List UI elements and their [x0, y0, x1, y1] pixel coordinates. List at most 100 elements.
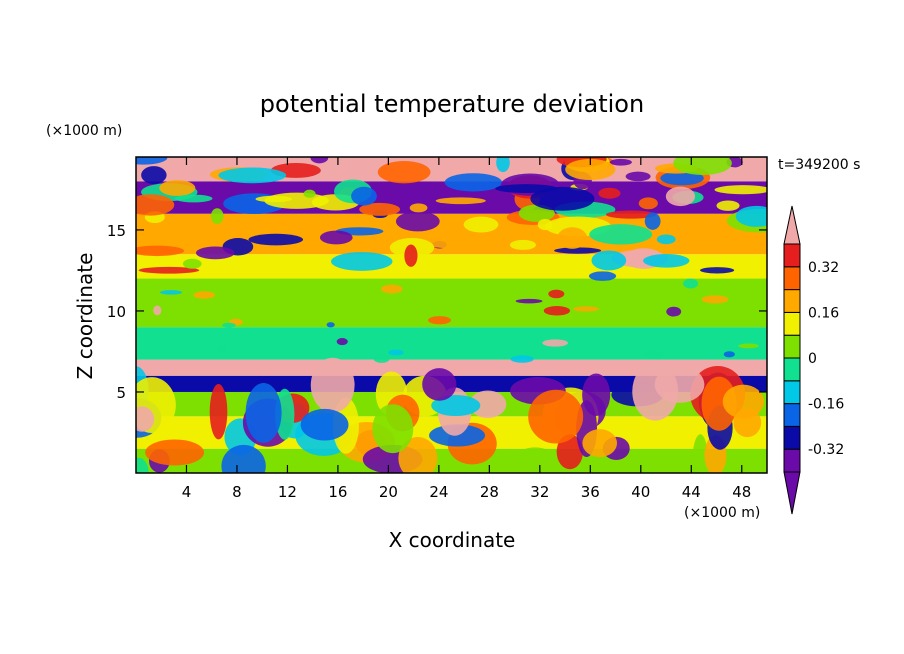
- contour-blob: [444, 173, 503, 192]
- contour-blob: [372, 404, 414, 454]
- contour-blob: [632, 362, 679, 421]
- contour-blob: [643, 351, 664, 359]
- colorbar-label: -0.16: [808, 397, 844, 413]
- contour-blob: [182, 258, 202, 269]
- colorbar-extend-low: [783, 471, 801, 515]
- y-tick-label: 15: [107, 222, 126, 240]
- contour-blob: [136, 194, 175, 216]
- contour-blob: [625, 171, 651, 182]
- contour-blob: [723, 351, 735, 358]
- x-tick-label: 28: [480, 483, 499, 501]
- contour-blob: [554, 247, 602, 254]
- contour-blob: [159, 290, 182, 295]
- x-axis-label: X coordinate: [389, 528, 516, 552]
- contour-blob: [331, 252, 393, 271]
- contour-blob: [138, 266, 200, 274]
- contour-band: [136, 327, 767, 360]
- contour-blob: [351, 186, 377, 206]
- contour-blob: [431, 394, 481, 417]
- contour-blob: [565, 158, 616, 181]
- x-axis-unit: (×1000 m): [684, 505, 760, 521]
- contour-blob: [591, 250, 627, 271]
- contour-blob: [669, 233, 706, 247]
- contour-blob: [673, 157, 732, 176]
- contour-blob: [666, 306, 682, 317]
- colorbar-segment: [783, 425, 801, 450]
- contour-blob: [398, 436, 438, 473]
- x-tick-label: 36: [581, 483, 600, 501]
- x-tick-label: 4: [182, 483, 192, 501]
- y-tick-label: 5: [116, 384, 126, 402]
- x-tick-label: 40: [631, 483, 650, 501]
- contour-blob: [656, 234, 676, 245]
- colorbar-label: -0.32: [808, 442, 844, 458]
- contour-blob: [310, 157, 329, 164]
- x-tick-label: 20: [379, 483, 398, 501]
- contour-blob: [145, 439, 205, 466]
- contour-blob: [395, 211, 440, 232]
- contour-blob: [598, 187, 621, 199]
- contour-blob: [692, 434, 709, 473]
- contour-blob: [326, 322, 335, 328]
- contour-blob: [515, 298, 543, 304]
- contour-blob: [255, 195, 293, 203]
- contour-blob: [495, 184, 558, 194]
- contour-blob: [310, 357, 355, 413]
- contour-blob: [336, 338, 348, 346]
- colorbar-label: 0.16: [808, 305, 839, 321]
- contour-blob: [714, 185, 767, 195]
- contour-blob: [195, 246, 235, 260]
- contour-blob: [542, 339, 569, 347]
- colorbar-extend-high: [783, 205, 801, 245]
- contour-blob: [388, 349, 404, 356]
- contour-blob: [422, 368, 457, 401]
- contour-blob: [248, 233, 304, 246]
- plot-frame: [135, 156, 768, 474]
- colorbar-label: 0.32: [808, 260, 839, 276]
- colorbar-segment: [783, 448, 801, 473]
- contour-blob: [300, 408, 349, 441]
- x-tick-label: 48: [732, 483, 751, 501]
- x-tick-label: 32: [530, 483, 549, 501]
- contour-blob: [423, 236, 479, 249]
- y-axis-ticks: 5 10 15: [107, 222, 767, 402]
- chart-title: potential temperature deviation: [260, 90, 644, 118]
- contour-blob: [136, 457, 149, 473]
- contour-blob: [217, 346, 226, 352]
- contour-blob: [141, 166, 167, 185]
- contour-blob: [528, 389, 584, 444]
- contour-blob: [463, 216, 499, 233]
- contour-blob: [556, 434, 584, 470]
- contour-blob: [722, 384, 764, 419]
- contour-blob: [303, 189, 316, 198]
- contour-blob: [548, 289, 565, 299]
- contour-blob: [174, 194, 213, 203]
- contour-blob: [735, 205, 767, 227]
- contour-blob: [380, 284, 403, 294]
- colorbar-segment: [783, 266, 801, 291]
- contour-blob: [245, 382, 282, 443]
- contour-blob: [153, 305, 162, 316]
- colorbar-segment: [783, 289, 801, 313]
- contour-blob: [359, 202, 401, 216]
- contour-blob: [210, 208, 224, 225]
- plot-area: [136, 157, 767, 473]
- contour-blob: [428, 316, 452, 325]
- contour-blob: [573, 306, 600, 312]
- contour-blob: [683, 278, 699, 289]
- contour-blob: [609, 158, 632, 166]
- colorbar-segment: [783, 380, 801, 405]
- contour-blob: [588, 271, 617, 281]
- x-tick-label: 16: [328, 483, 347, 501]
- contour-blob: [319, 230, 353, 245]
- contour-blob: [209, 384, 228, 440]
- contour-blob: [136, 406, 155, 432]
- contour-blob: [218, 167, 287, 184]
- contour-blob: [510, 355, 534, 363]
- y-tick-label: 10: [107, 303, 126, 321]
- contour-blob: [701, 376, 737, 431]
- contour-blob: [404, 244, 418, 267]
- contour-blob: [193, 291, 215, 299]
- y-axis-unit: (×1000 m): [46, 123, 122, 139]
